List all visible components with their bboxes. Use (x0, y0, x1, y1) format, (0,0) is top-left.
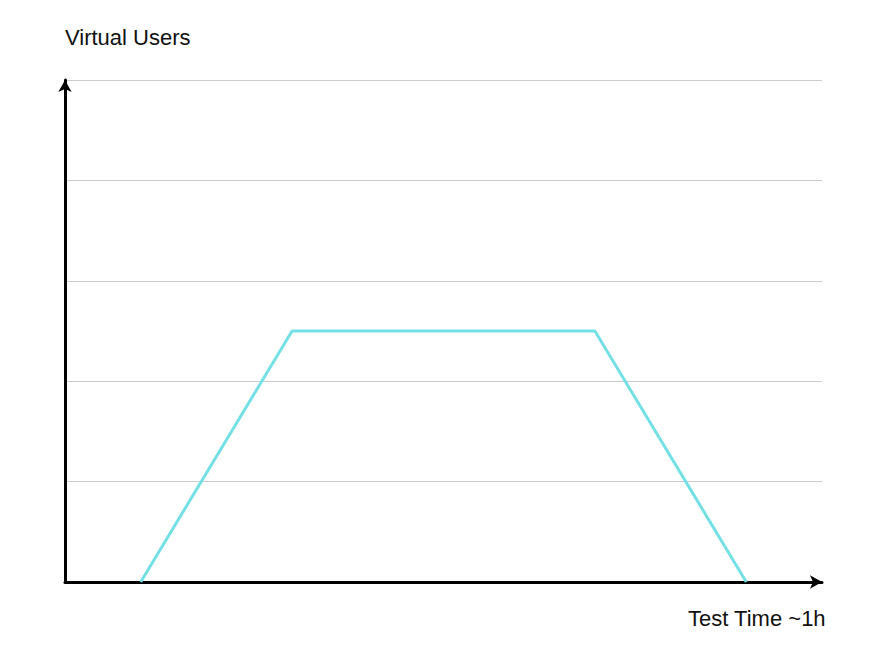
svg-text:Test Time ~1h: Test Time ~1h (688, 606, 826, 631)
svg-text:Virtual Users: Virtual Users (65, 25, 191, 50)
